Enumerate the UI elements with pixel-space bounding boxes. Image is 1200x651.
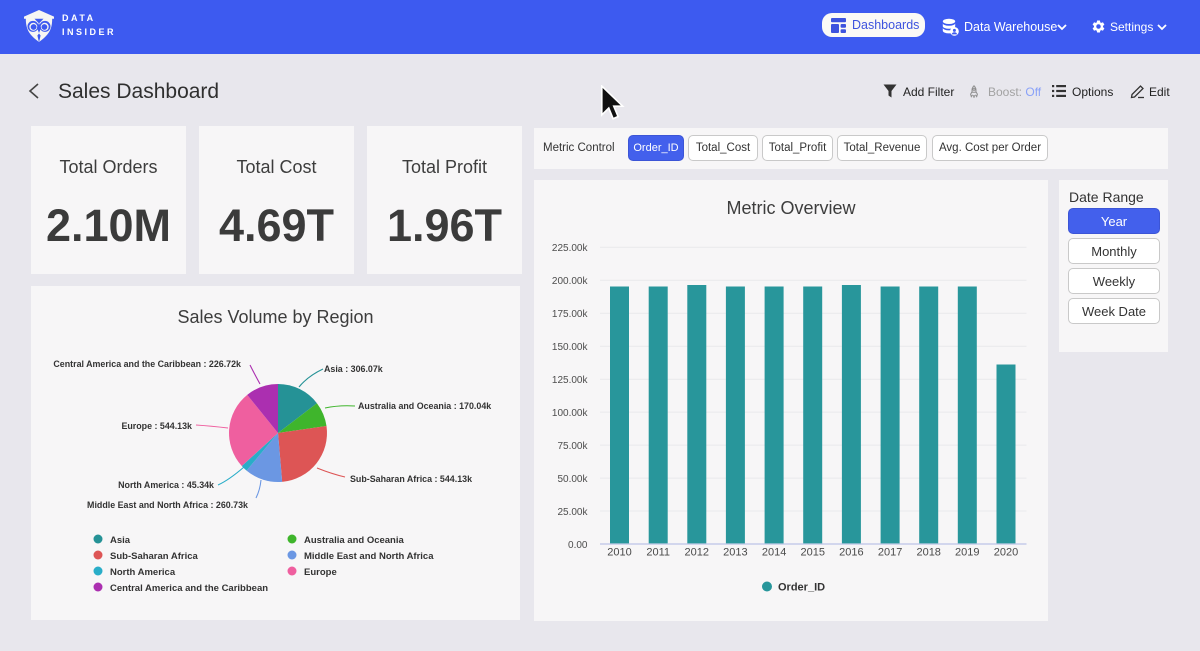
- svg-text:2010: 2010: [607, 547, 631, 559]
- svg-text:Middle East and North Africa :: Middle East and North Africa : 260.73k: [87, 500, 248, 510]
- svg-text:Australia and Oceania : 170.04: Australia and Oceania : 170.04k: [358, 401, 491, 411]
- svg-text:2011: 2011: [646, 547, 670, 559]
- svg-text:175.00k: 175.00k: [552, 309, 589, 320]
- svg-text:Central America and the Caribb: Central America and the Caribbean : 226.…: [53, 359, 241, 369]
- svg-text:2018: 2018: [916, 547, 940, 559]
- svg-text:2017: 2017: [878, 547, 902, 559]
- svg-text:Central America and the Caribb: Central America and the Caribbean: [110, 583, 268, 594]
- svg-text:2016: 2016: [839, 547, 863, 559]
- svg-text:125.00k: 125.00k: [552, 375, 589, 386]
- svg-text:2015: 2015: [801, 547, 825, 559]
- svg-text:0.00: 0.00: [568, 540, 588, 551]
- svg-text:Australia and Oceania: Australia and Oceania: [304, 535, 405, 546]
- svg-text:150.00k: 150.00k: [552, 342, 589, 353]
- svg-text:2012: 2012: [685, 547, 709, 559]
- svg-text:50.00k: 50.00k: [557, 474, 588, 485]
- svg-text:Europe : 544.13k: Europe : 544.13k: [121, 421, 192, 431]
- svg-text:25.00k: 25.00k: [557, 507, 588, 518]
- svg-text:225.00k: 225.00k: [552, 243, 589, 254]
- svg-text:North America: North America: [110, 567, 176, 578]
- svg-text:Sub-Saharan Africa: Sub-Saharan Africa: [110, 551, 199, 562]
- svg-text:Order_ID: Order_ID: [778, 582, 825, 594]
- svg-text:Europe: Europe: [304, 567, 337, 578]
- svg-text:2014: 2014: [762, 547, 786, 559]
- svg-text:Asia: Asia: [110, 535, 131, 546]
- svg-text:100.00k: 100.00k: [552, 408, 589, 419]
- svg-text:200.00k: 200.00k: [552, 276, 589, 287]
- svg-text:North America : 45.34k: North America : 45.34k: [118, 480, 214, 490]
- svg-text:2020: 2020: [994, 547, 1018, 559]
- svg-text:Asia : 306.07k: Asia : 306.07k: [324, 364, 383, 374]
- svg-text:Sub-Saharan Africa : 544.13k: Sub-Saharan Africa : 544.13k: [350, 474, 472, 484]
- svg-text:2019: 2019: [955, 547, 979, 559]
- svg-text:75.00k: 75.00k: [557, 441, 588, 452]
- svg-text:2013: 2013: [723, 547, 747, 559]
- svg-text:Middle East and North Africa: Middle East and North Africa: [304, 551, 434, 562]
